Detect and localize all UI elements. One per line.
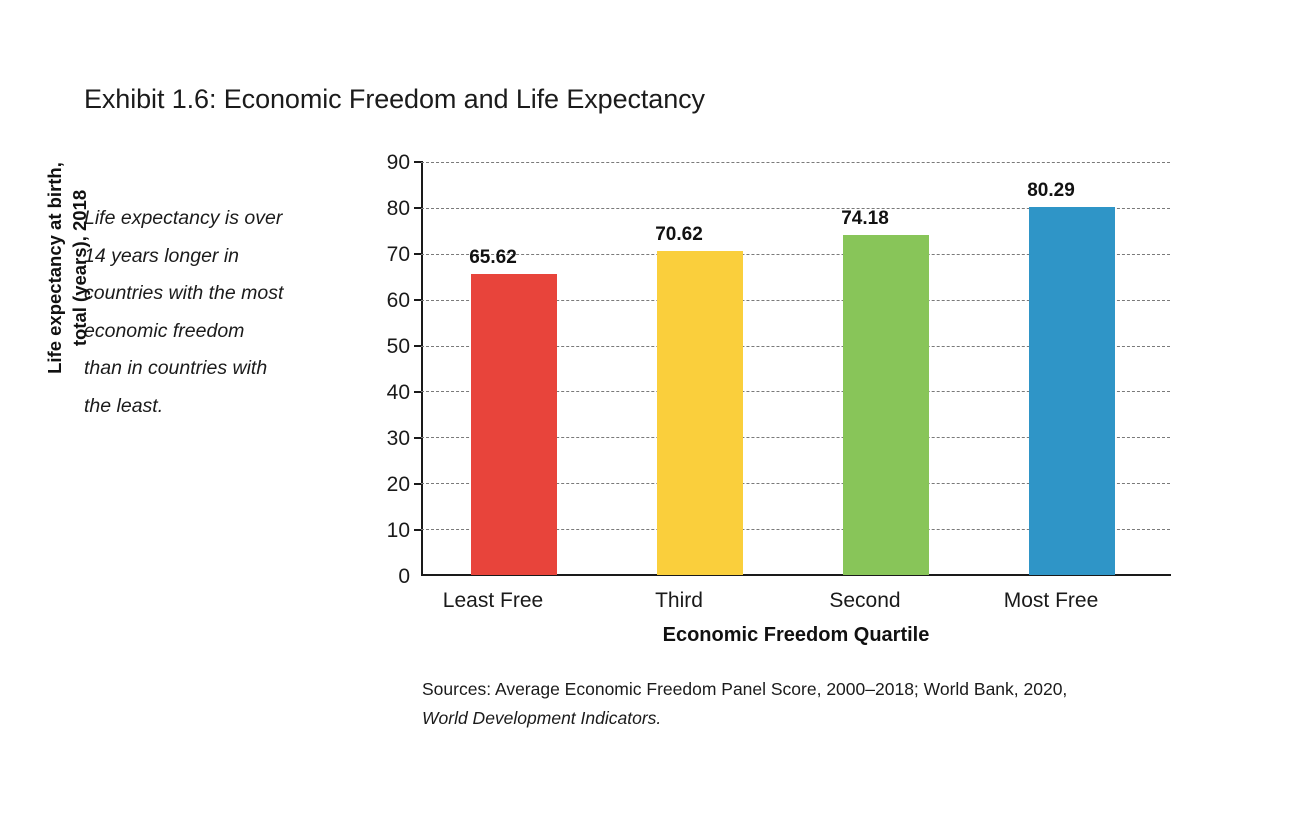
y-tick-mark (414, 529, 421, 531)
source-note: Sources: Average Economic Freedom Panel … (422, 675, 1182, 733)
y-tick-mark (414, 483, 421, 485)
gridline (421, 207, 1170, 209)
bar-most-free[interactable] (1029, 206, 1115, 575)
bar-third[interactable] (657, 250, 743, 575)
bar-value-label: 74.18 (841, 207, 889, 229)
y-axis-line (421, 161, 423, 576)
gridline (421, 253, 1170, 255)
y-tick-label: 60 (386, 289, 410, 312)
y-tick-label: 70 (386, 243, 410, 266)
bar-least-free[interactable] (471, 273, 557, 575)
bar-second[interactable] (843, 234, 929, 575)
y-tick-mark (414, 253, 421, 255)
plot-area (421, 162, 1170, 575)
y-tick-label: 0 (398, 565, 410, 588)
gridline (421, 529, 1170, 531)
y-axis-tick-labels: 90 80 70 60 50 40 30 20 10 0 (344, 0, 410, 815)
gridline (421, 483, 1170, 485)
y-tick-mark (414, 345, 421, 347)
gridline (421, 437, 1170, 439)
gridline (421, 345, 1170, 347)
source-note-line1: Sources: Average Economic Freedom Panel … (422, 679, 1068, 699)
bar-value-label: 70.62 (655, 223, 703, 245)
y-tick-mark (414, 391, 421, 393)
y-tick-label: 90 (386, 151, 410, 174)
bar-value-label: 65.62 (469, 246, 517, 268)
y-tick-label: 20 (386, 473, 410, 496)
x-category-label-second: Second (829, 589, 901, 612)
y-tick-label: 40 (386, 381, 410, 404)
bar-value-label: 80.29 (1027, 179, 1075, 201)
y-tick-mark (414, 161, 421, 163)
y-tick-label: 80 (386, 197, 410, 220)
y-tick-mark (414, 207, 421, 209)
y-tick-mark (414, 437, 421, 439)
x-category-label-least-free: Least Free (442, 589, 544, 612)
gridline (421, 162, 1170, 163)
y-tick-label: 50 (386, 335, 410, 358)
x-category-label-third: Third (655, 589, 703, 612)
x-category-label-most-free: Most Free (1003, 589, 1099, 612)
y-axis-title: Life expectancy at birth, total (years),… (44, 162, 90, 374)
side-caption: Life expectancy is over 14 years longer … (84, 207, 284, 417)
y-tick-mark (414, 299, 421, 301)
y-tick-label: 10 (386, 519, 410, 542)
gridline (421, 299, 1170, 301)
source-note-line2: World Development Indicators. (422, 708, 662, 728)
gridline (421, 391, 1170, 393)
x-axis-title: Economic Freedom Quartile (662, 624, 930, 646)
x-axis-line (421, 574, 1171, 576)
y-tick-label: 30 (386, 427, 410, 450)
page-title: Exhibit 1.6: Economic Freedom and Life E… (84, 84, 705, 114)
